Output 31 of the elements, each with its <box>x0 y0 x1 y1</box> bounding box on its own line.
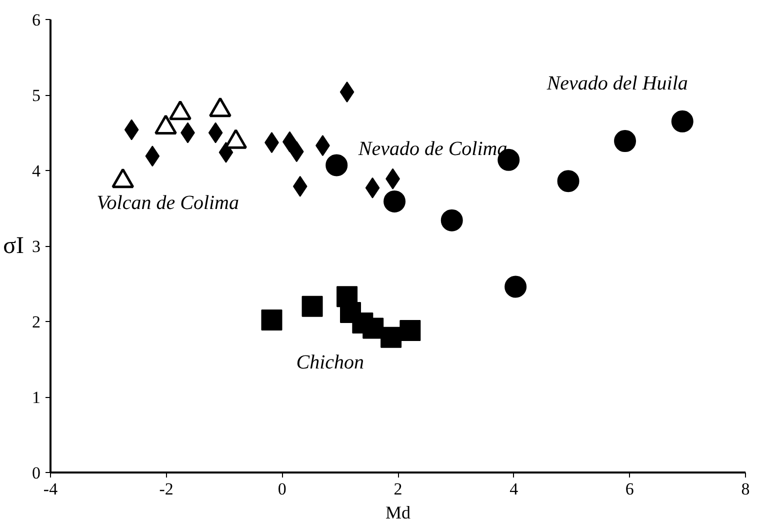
point <box>261 309 282 330</box>
series-label: Nevado del Huila <box>546 72 688 94</box>
point <box>671 110 694 132</box>
x-tick-label: 2 <box>394 480 402 498</box>
point <box>380 326 402 348</box>
y-tick-label: 4 <box>32 162 41 180</box>
x-tick-label: 0 <box>278 480 286 498</box>
x-tick-label: -4 <box>43 480 58 498</box>
point <box>504 276 527 298</box>
y-tick-label: 1 <box>32 388 40 407</box>
x-tick-label: 8 <box>741 480 750 498</box>
y-tick-label: 5 <box>32 86 40 105</box>
series-label: Volcan de Colima <box>96 192 240 214</box>
y-axis-title: σI <box>3 233 24 259</box>
x-axis-title: Md <box>386 502 411 522</box>
x-tick-label: 4 <box>510 480 519 498</box>
point <box>614 130 636 152</box>
point <box>400 320 421 342</box>
point <box>302 296 323 317</box>
point <box>326 154 348 176</box>
point <box>384 190 406 212</box>
y-tick-label: 2 <box>32 312 40 332</box>
x-tick-label: 6 <box>625 480 634 498</box>
y-tick-label: 6 <box>32 10 40 30</box>
series-label: Chichon <box>296 352 364 374</box>
y-tick-label: 3 <box>32 237 40 256</box>
point <box>557 170 580 192</box>
y-tick-label: 0 <box>32 464 40 482</box>
point <box>362 318 384 339</box>
x-tick-label: -2 <box>159 480 174 498</box>
point <box>440 209 463 232</box>
